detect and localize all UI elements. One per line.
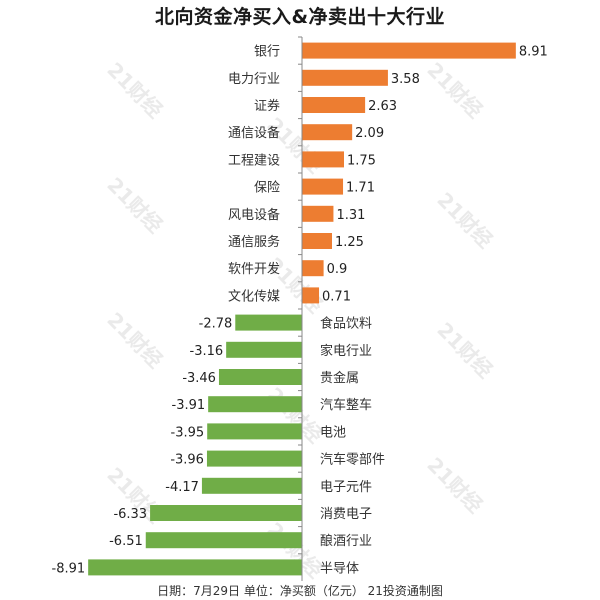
bar-酿酒行业	[145, 532, 302, 549]
value-label: -3.46	[182, 371, 216, 386]
value-label: 3.58	[391, 72, 420, 87]
bar-贵金属	[218, 369, 302, 385]
value-label: 8.91	[519, 45, 548, 60]
category-label: 汽车零部件	[320, 452, 385, 468]
category-label: 电池	[320, 425, 346, 440]
bar-电池	[207, 423, 302, 440]
category-label: 软件开发	[228, 261, 280, 277]
bar-电力行业	[302, 69, 388, 86]
category-label: 文化传媒	[228, 289, 280, 304]
category-label: 电力行业	[228, 72, 280, 87]
watermark-text: 21财经	[422, 453, 487, 518]
value-label: 2.63	[368, 99, 397, 114]
value-label: 1.71	[346, 181, 375, 196]
value-label: -3.95	[171, 425, 205, 440]
bar-食品饮料	[235, 314, 302, 331]
category-label: 工程建设	[228, 153, 280, 168]
bar-软件开发	[302, 260, 324, 277]
watermark-text: 21财经	[102, 58, 167, 123]
value-label: -8.91	[52, 561, 86, 576]
category-label: 贵金属	[320, 370, 359, 386]
bar-文化传媒	[302, 287, 320, 304]
category-label: 电子元件	[320, 480, 372, 495]
watermark-text: 21财经	[102, 173, 167, 238]
value-label: -3.16	[190, 344, 224, 359]
watermark-text: 21财经	[432, 188, 497, 253]
bar-消费电子	[150, 505, 302, 521]
value-label: -3.91	[172, 398, 206, 413]
category-label: 酿酒行业	[320, 533, 372, 549]
bar-汽车整车	[208, 396, 302, 413]
category-label: 汽车整车	[320, 397, 372, 413]
bar-汽车零部件	[206, 450, 302, 467]
bar-电子元件	[201, 477, 302, 494]
bar-通信服务	[302, 233, 332, 249]
value-label: -3.96	[170, 453, 204, 468]
chart-title: 北向资金净买入&净卖出十大行业	[154, 6, 446, 28]
value-label: -2.78	[199, 317, 233, 332]
bar-保险	[302, 178, 344, 195]
bar-风电设备	[302, 205, 334, 222]
watermark-text: 21财经	[432, 318, 497, 383]
value-label: 1.31	[336, 208, 365, 223]
category-label: 家电行业	[320, 343, 372, 359]
value-label: -6.33	[113, 507, 147, 522]
value-label: 1.25	[335, 235, 364, 250]
category-label: 食品饮料	[320, 316, 372, 332]
bar-证券	[302, 97, 366, 113]
watermark-text: 21财经	[102, 308, 167, 373]
value-label: 1.75	[347, 153, 376, 168]
category-label: 银行	[254, 45, 280, 60]
category-label: 风电设备	[228, 207, 280, 223]
value-label: 0.71	[322, 289, 351, 304]
bar-家电行业	[226, 341, 302, 358]
value-label: -4.17	[165, 480, 199, 495]
category-label: 消费电子	[320, 507, 372, 522]
value-label: 2.09	[355, 126, 384, 141]
bar-通信设备	[302, 124, 353, 141]
bar-银行	[302, 42, 516, 59]
footer-note: 日期：7月29日 单位：净买额（亿元） 21投资通制图	[157, 584, 443, 598]
watermark-text: 21财经	[422, 58, 487, 123]
bar-半导体	[88, 559, 302, 576]
value-label: -6.51	[109, 534, 143, 549]
value-label: 0.9	[327, 262, 348, 277]
category-label: 通信设备	[228, 125, 280, 141]
category-label: 半导体	[320, 561, 359, 576]
category-label: 通信服务	[228, 234, 280, 250]
bar-工程建设	[302, 151, 344, 168]
category-label: 证券	[254, 98, 280, 114]
category-label: 保险	[254, 181, 280, 196]
